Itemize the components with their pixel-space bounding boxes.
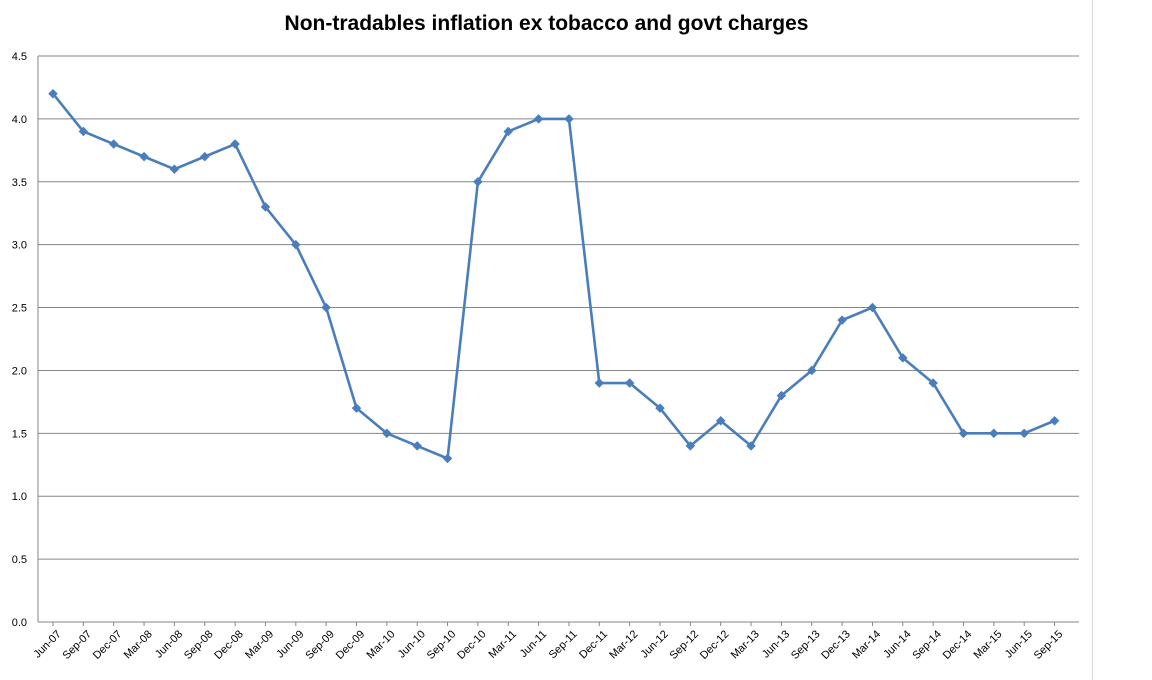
data-point-marker <box>988 428 999 439</box>
data-point-marker <box>837 315 847 325</box>
x-tick-label: Jun-11 <box>518 628 550 660</box>
x-tick-label: Sep-11 <box>547 628 580 661</box>
data-point-marker <box>533 114 544 124</box>
x-tick-label: Mar-14 <box>850 628 883 661</box>
data-point-marker <box>230 139 240 149</box>
x-tick-label: Jun-13 <box>760 628 792 660</box>
data-point-marker <box>139 151 149 162</box>
data-point-marker <box>928 378 939 388</box>
x-tick-label: Dec-07 <box>91 628 125 662</box>
x-tick-label: Mar-11 <box>486 628 519 661</box>
x-axis: Jun-07Sep-07Dec-07Mar-08Jun-08Sep-08Dec-… <box>32 622 1066 662</box>
data-point-marker <box>776 390 787 401</box>
data-point-marker <box>715 415 726 426</box>
data-point-marker <box>503 126 514 137</box>
data-point-marker <box>1049 415 1060 426</box>
y-tick-label: 3.5 <box>12 177 27 189</box>
chart-title: Non-tradables inflation ex tobacco and g… <box>284 12 809 35</box>
x-tick-label: Dec-14 <box>941 628 975 662</box>
data-point-marker <box>746 441 756 451</box>
data-point-marker <box>108 139 119 149</box>
x-tick-label: Dec-12 <box>698 628 732 662</box>
data-point-marker <box>685 441 696 451</box>
x-tick-label: Sep-13 <box>789 628 823 662</box>
y-tick-label: 0.5 <box>12 554 27 566</box>
x-tick-label: Dec-09 <box>334 628 368 662</box>
data-point-marker <box>594 378 605 388</box>
data-point-marker <box>351 403 362 414</box>
x-tick-label: Sep-07 <box>61 628 95 662</box>
x-tick-label: Jun-07 <box>32 628 64 660</box>
data-point-marker <box>564 114 574 124</box>
y-tick-label: 4.0 <box>12 114 27 126</box>
gridlines <box>38 55 1079 623</box>
x-tick-label: Mar-15 <box>972 628 1005 661</box>
x-tick-label: Dec-11 <box>577 628 610 661</box>
y-tick-label: 2.0 <box>12 365 27 377</box>
series-line <box>51 92 1056 460</box>
y-tick-label: 0.0 <box>12 617 27 629</box>
data-point-marker <box>897 353 908 363</box>
x-tick-label: Sep-08 <box>182 628 216 662</box>
x-tick-label: Jun-10 <box>396 628 428 660</box>
x-tick-label: Mar-12 <box>607 628 640 661</box>
data-point-marker <box>958 428 969 439</box>
x-tick-label: Jun-15 <box>1003 628 1035 660</box>
y-tick-label: 3.0 <box>12 240 27 252</box>
x-tick-label: Mar-10 <box>365 628 398 661</box>
y-tick-label: 1.0 <box>12 491 27 503</box>
x-tick-label: Jun-08 <box>153 628 185 660</box>
data-point-marker <box>321 302 332 313</box>
x-tick-label: Jun-09 <box>274 628 306 660</box>
y-tick-label: 2.5 <box>12 303 27 315</box>
data-point-marker <box>806 365 817 376</box>
x-tick-label: Sep-12 <box>668 628 702 662</box>
x-tick-label: Mar-09 <box>243 628 276 661</box>
y-tick-label: 1.5 <box>12 428 27 440</box>
data-point-marker <box>867 302 878 313</box>
line-chart: 0.00.51.01.52.02.53.03.54.04.5 Jun-07Sep… <box>12 51 1079 662</box>
x-tick-label: Sep-14 <box>910 628 944 662</box>
x-tick-label: Dec-13 <box>819 628 853 662</box>
x-tick-label: Dec-10 <box>455 628 489 662</box>
data-point-marker <box>624 378 635 388</box>
x-tick-label: Sep-10 <box>425 628 459 662</box>
data-point-marker <box>442 453 453 464</box>
data-point-marker <box>290 239 301 250</box>
data-point-marker <box>655 403 665 414</box>
x-tick-label: Mar-08 <box>122 628 155 661</box>
data-point-marker <box>260 202 271 212</box>
data-point-marker <box>1019 428 1030 439</box>
data-point-marker <box>169 164 180 175</box>
x-tick-label: Sep-09 <box>303 628 337 662</box>
chart-area: Non-tradables inflation ex tobacco and g… <box>11 0 1093 680</box>
x-tick-label: Dec-08 <box>212 628 246 662</box>
data-point-marker <box>48 88 58 99</box>
x-tick-label: Mar-13 <box>729 628 762 661</box>
data-point-marker <box>473 176 483 187</box>
y-tick-label: 4.5 <box>12 51 27 63</box>
x-tick-label: Jun-14 <box>881 628 913 660</box>
data-point-marker <box>381 428 392 439</box>
data-point-marker <box>412 441 423 451</box>
x-tick-label: Jun-12 <box>639 628 671 660</box>
y-axis: 0.0 0.5 1.0 1.5 2.0 2.5 3.0 3.5 4.0 4.5 <box>12 51 39 629</box>
x-tick-label: Sep-15 <box>1032 628 1066 662</box>
data-point-marker <box>78 126 89 137</box>
data-point-marker <box>199 151 210 162</box>
series <box>48 88 1060 464</box>
